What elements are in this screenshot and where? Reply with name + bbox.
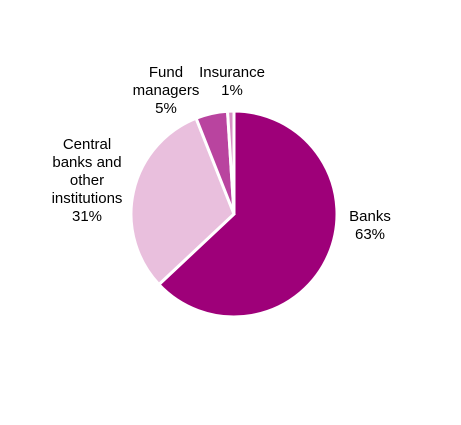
slice-label: Central banks and other institutions 31% (52, 136, 123, 225)
slice-name-label: other (70, 172, 104, 189)
slice-name-label: managers (133, 82, 200, 99)
slice-value-label: 63% (355, 226, 385, 243)
slice-name-label: banks and (52, 154, 121, 171)
slice-value-label: 5% (155, 100, 177, 117)
pie-slice (225, 109, 236, 215)
slice-name-label: Central (63, 136, 111, 153)
slice-name-label: Insurance (199, 64, 265, 81)
slice-label: Fund managers 5% (133, 64, 200, 117)
pie-slice (156, 109, 339, 319)
slice-value-label: 31% (72, 208, 102, 225)
slice-name-label: institutions (52, 190, 123, 207)
slice-label: Insurance 1% (199, 64, 265, 99)
slice-label: Banks 63% (349, 208, 391, 243)
slice-name-label: Fund (149, 64, 183, 81)
slice-value-label: 1% (221, 82, 243, 99)
slice-name-label: Banks (349, 208, 391, 225)
pie-slice (129, 116, 236, 287)
